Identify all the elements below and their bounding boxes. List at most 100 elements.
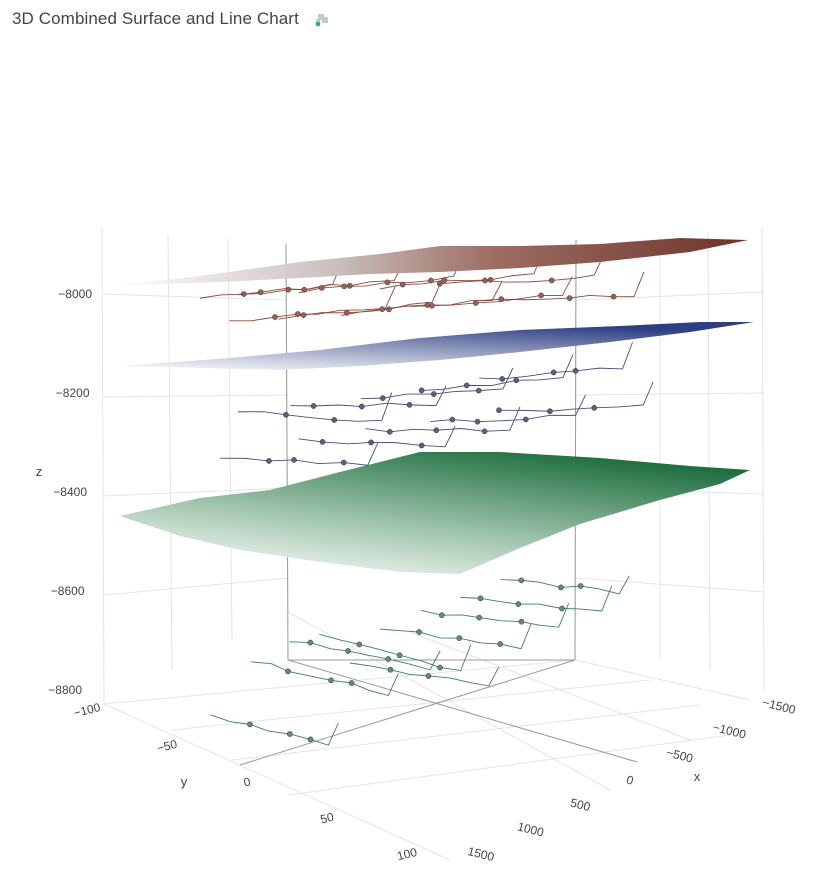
series-marker xyxy=(515,601,522,607)
series-line xyxy=(498,381,654,412)
series-marker xyxy=(331,417,338,423)
axis-line xyxy=(285,243,289,661)
series-marker xyxy=(294,311,301,317)
series-marker xyxy=(566,295,573,301)
axis-line xyxy=(239,659,576,766)
series-marker xyxy=(418,442,425,449)
grid-line xyxy=(409,631,691,741)
x-axis-title: x xyxy=(694,769,701,784)
series-marker xyxy=(482,277,488,284)
series-marker xyxy=(591,405,598,411)
scene-grid xyxy=(101,227,765,861)
series-line xyxy=(319,633,472,671)
series-marker xyxy=(358,403,365,410)
series-marker xyxy=(340,459,347,466)
grid-line xyxy=(101,227,105,705)
series-marker xyxy=(559,605,565,612)
x-tick-label: 0 xyxy=(625,773,635,788)
series-marker xyxy=(379,395,386,401)
series-line xyxy=(220,442,379,466)
x-tick-label: 1500 xyxy=(466,844,496,864)
surface-red xyxy=(112,238,748,286)
grid-line xyxy=(103,703,451,861)
series-marker xyxy=(439,612,445,619)
series-line xyxy=(237,392,393,422)
series-marker xyxy=(518,577,525,584)
grid-line xyxy=(171,679,651,731)
grid-line xyxy=(231,704,701,761)
series-marker xyxy=(477,595,484,602)
series-marker xyxy=(497,641,504,647)
series-marker xyxy=(572,368,579,374)
axis-line xyxy=(574,239,577,661)
series-marker xyxy=(430,391,437,397)
series-marker xyxy=(416,629,422,635)
x-tick-label: −500 xyxy=(665,745,695,765)
series-marker xyxy=(396,652,403,659)
axis-line xyxy=(287,659,638,763)
puzzle-icon[interactable] xyxy=(313,10,331,28)
series-marker xyxy=(548,277,555,284)
series-line xyxy=(298,425,456,448)
grid-line xyxy=(102,487,288,497)
z-tick-label: −8600 xyxy=(51,584,85,598)
series-marker xyxy=(328,677,334,684)
series-marker xyxy=(345,648,351,654)
series-marker xyxy=(368,439,374,446)
y-tick-label: 0 xyxy=(242,774,252,789)
series-marker xyxy=(496,407,502,414)
series-marker xyxy=(481,428,488,435)
series-line xyxy=(278,278,443,320)
grid-line xyxy=(102,394,288,398)
y-axis-ticks: −100 −50 0 50 100 xyxy=(72,700,419,863)
x-tick-label: −1500 xyxy=(761,695,797,717)
series-marker xyxy=(341,283,348,290)
series-marker xyxy=(384,279,391,286)
series-marker xyxy=(558,584,564,591)
series-marker xyxy=(310,403,317,409)
x-tick-label: 500 xyxy=(569,796,592,815)
series-marker xyxy=(550,369,557,376)
chart-header: 3D Combined Surface and Line Chart xyxy=(12,6,331,32)
y-tick-label: −100 xyxy=(72,700,102,720)
series-line xyxy=(500,575,630,595)
line-group-blue xyxy=(220,342,654,466)
z-tick-label: −8200 xyxy=(56,386,90,400)
x-tick-label: 1000 xyxy=(516,819,546,839)
x-tick-label: −1000 xyxy=(711,720,747,742)
y-axis-title: y xyxy=(181,774,188,789)
grid-line xyxy=(227,238,233,641)
series-marker xyxy=(385,656,392,662)
series-line xyxy=(341,281,503,316)
series-marker xyxy=(286,731,293,737)
grid-line xyxy=(575,392,765,396)
series-marker xyxy=(498,296,505,302)
series-marker xyxy=(487,276,494,283)
z-tick-label: −8000 xyxy=(58,287,92,301)
series-marker xyxy=(418,387,425,394)
series-marker xyxy=(456,635,463,641)
series-marker xyxy=(513,377,520,384)
series-marker xyxy=(247,721,253,728)
series-line xyxy=(289,641,441,671)
series-marker xyxy=(547,408,553,415)
series-marker xyxy=(538,292,544,299)
surface-blue xyxy=(120,322,754,370)
series-marker xyxy=(610,293,617,300)
series-marker xyxy=(425,673,432,679)
grid-line xyxy=(575,291,765,301)
series-line xyxy=(460,585,613,612)
series-marker xyxy=(356,641,363,648)
series-line xyxy=(379,623,532,650)
series-marker xyxy=(307,639,314,646)
series-marker xyxy=(307,736,314,743)
z-axis-ticks: −8000 −8200 −8400 −8600 −8800 xyxy=(48,287,92,697)
grid-line xyxy=(761,227,765,691)
z-tick-label: −8400 xyxy=(53,485,87,499)
series-marker xyxy=(285,286,292,293)
y-tick-label: 50 xyxy=(319,810,336,827)
series-marker xyxy=(386,306,392,313)
y-tick-label: −50 xyxy=(155,737,178,756)
series-line xyxy=(379,247,545,290)
